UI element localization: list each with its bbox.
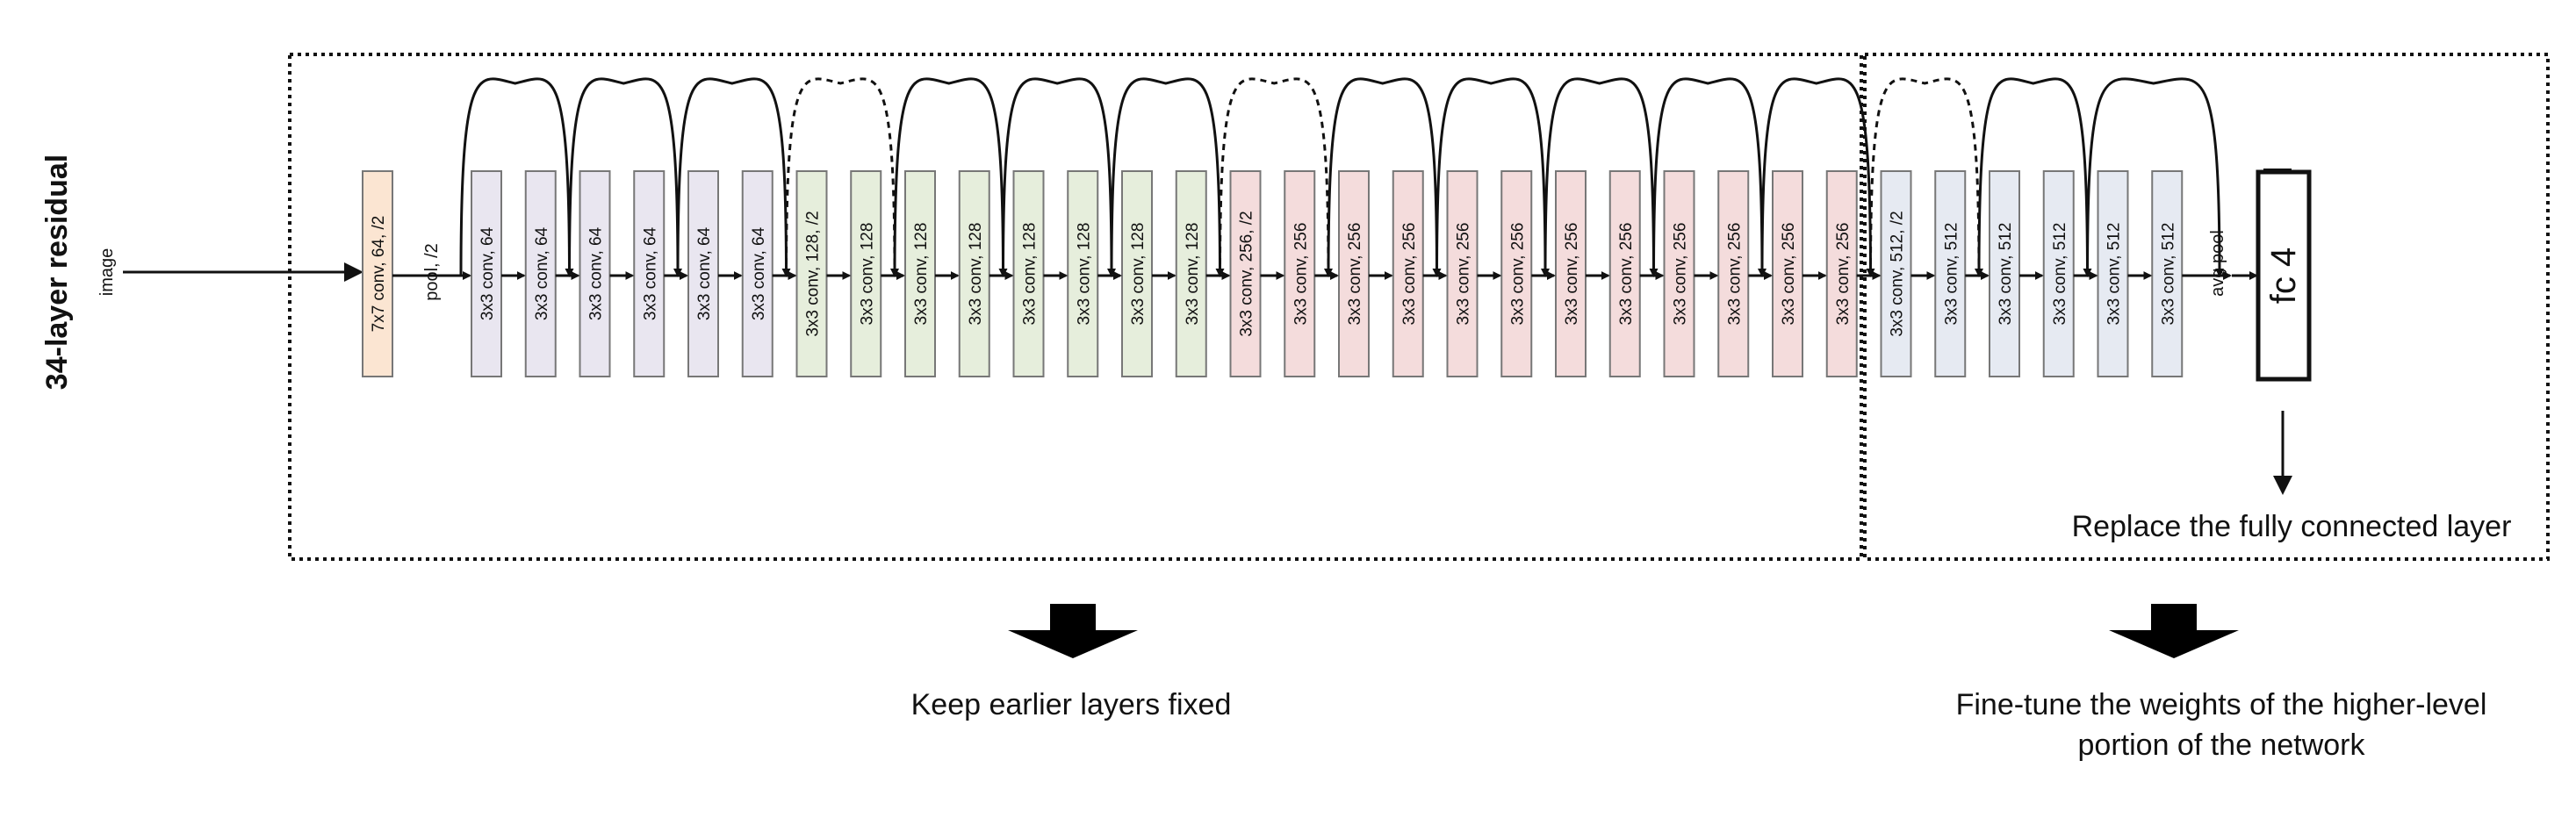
skip-connection <box>1760 77 1875 277</box>
conv-layer-box <box>362 170 393 377</box>
conv-layer-box <box>1229 170 1262 377</box>
conv-layer-box <box>1500 170 1533 377</box>
input-label: image <box>97 248 117 296</box>
conv-layer-box <box>1717 170 1750 377</box>
conv-layer-box <box>579 170 611 377</box>
conv-layer-label: 3x3 conv, 512 <box>2051 223 2069 326</box>
keep-fixed-arrow <box>1008 604 1138 658</box>
conv-layer-box <box>1067 170 1099 377</box>
skip-connection <box>1002 77 1116 277</box>
conv-layer-box <box>471 170 502 377</box>
conv-layer-label: 3x3 conv, 256 <box>1834 223 1853 326</box>
conv-layers: 7x7 conv, 64, /2 3x3 conv, 64 3x3 conv, 64… <box>362 170 2232 377</box>
skip-connections <box>459 77 2224 277</box>
skip-connection <box>1543 77 1659 277</box>
conv-layer-label: 3x3 conv, 256 <box>1672 223 1690 326</box>
replace-fc-caption: Replace the fully connected layer <box>2071 510 2512 543</box>
conv-layer-label: 3x3 conv, 256 <box>1400 223 1419 326</box>
conv-layer-box <box>1121 170 1153 377</box>
conv-layer-box <box>687 170 719 377</box>
conv-layer-label: 3x3 conv, 128 <box>1021 223 1040 326</box>
conv-layer-box <box>2151 170 2184 377</box>
conv-layer-label: 3x3 conv, 256 <box>1455 223 1473 326</box>
fc-layer-box <box>2256 169 2312 382</box>
conv-layer-box <box>1338 170 1370 377</box>
projection-skip-connection <box>785 77 899 277</box>
conv-layer-label: 3x3 conv, 256 <box>1617 223 1636 326</box>
conv-layer-label: 3x3 conv, 64 <box>587 226 606 320</box>
skip-connection <box>568 77 682 277</box>
finetune-caption: Fine-tune the weights of the higher-leve… <box>1955 688 2487 762</box>
conv-layer-box <box>1012 170 1045 377</box>
conv-layer-label: 3x3 conv, 128 <box>1184 223 1202 326</box>
conv-layer-label: 3x3 conv, 256 <box>1780 223 1798 326</box>
conv-layer-box <box>1989 170 2020 377</box>
conv-layer-label: 3x3 conv, 512 <box>1942 223 1961 326</box>
conv-layer-label: 3x3 conv, 128 <box>858 223 876 326</box>
conv-layer-box <box>2042 170 2075 377</box>
fc-layer-label: fc 4 <box>2264 248 2303 304</box>
conv-layer-box <box>1608 170 1641 377</box>
conv-layer-box <box>1446 170 1479 377</box>
conv-layer-box <box>741 170 774 377</box>
conv-layer-label: 3x3 conv, 64 <box>479 226 497 320</box>
conv-layer-label: 3x3 conv, 64 <box>695 226 714 320</box>
conv-layer-label: 3x3 conv, 128, /2 <box>804 211 823 336</box>
conv-layer-box <box>1825 170 1858 377</box>
conv-layer-label: 3x3 conv, 256 <box>1508 223 1527 326</box>
projection-skip-connection <box>1219 77 1333 277</box>
conv-layer-box <box>958 170 990 377</box>
conv-layer-label: 3x3 conv, 256 <box>1563 223 1581 326</box>
conv-layer-box <box>1284 170 1316 377</box>
conv-layer-box <box>633 170 666 377</box>
conv-layer-box <box>1392 170 1424 377</box>
keep-fixed-caption: Keep earlier layers fixed <box>910 688 1232 721</box>
conv-layer-label: 3x3 conv, 512, /2 <box>1889 211 1907 336</box>
skip-connection <box>1652 77 1767 277</box>
conv-layer-label: 3x3 conv, 64 <box>750 226 768 320</box>
conv-layer-label: 3x3 conv, 128 <box>1129 223 1148 326</box>
conv-layer-box <box>795 170 828 377</box>
conv-layer-box <box>1880 170 1912 377</box>
conv-layer-box <box>1555 170 1587 377</box>
conv-layer-box <box>524 170 557 377</box>
skip-connection <box>1110 77 1225 277</box>
avgpool-label: avg pool <box>2208 230 2227 297</box>
conv-layer-label: 3x3 conv, 128 <box>1075 223 1093 326</box>
conv-layer-box <box>850 170 882 377</box>
skip-connection <box>676 77 791 277</box>
conv-layer-label: 3x3 conv, 64 <box>641 226 659 320</box>
conv-layer-box <box>904 170 936 377</box>
conv-layer-label: 7x7 conv, 64, /2 <box>370 216 388 333</box>
conv-layer-box <box>1772 170 1803 377</box>
skip-connection <box>2086 77 2224 277</box>
conv-layer-label: 3x3 conv, 256 <box>1725 223 1744 326</box>
skip-connection <box>1327 77 1442 277</box>
conv-layer-label: 3x3 conv, 512 <box>1997 223 2015 326</box>
skip-connection <box>893 77 1008 277</box>
conv-layer-box <box>1934 170 1967 377</box>
side-label: 34-layer residual <box>40 154 74 390</box>
skip-connection <box>1977 77 2092 277</box>
conv-layer-label: 3x3 conv, 64 <box>533 226 551 320</box>
conv-layer-label: 3x3 conv, 512 <box>2105 223 2124 326</box>
pool-label: pool, /2 <box>422 243 442 301</box>
conv-layer-label: 3x3 conv, 256, /2 <box>1238 211 1256 336</box>
conv-layer-label: 3x3 conv, 256 <box>1346 223 1364 326</box>
conv-layer-box <box>2097 170 2129 377</box>
conv-layer-label: 3x3 conv, 128 <box>967 223 985 326</box>
conv-layer-label: 3x3 conv, 512 <box>2159 223 2177 326</box>
conv-layer-box <box>1175 170 1207 377</box>
skip-connection <box>1436 77 1550 277</box>
conv-layer-box <box>1663 170 1695 377</box>
conv-layer-label: 3x3 conv, 128 <box>912 223 931 326</box>
conv-layer-label: 3x3 conv, 256 <box>1292 223 1310 326</box>
finetune-layers-frame <box>1863 53 2550 561</box>
frozen-layers-frame <box>288 53 1863 561</box>
projection-skip-connection <box>1869 77 1983 277</box>
skip-connection <box>459 77 574 277</box>
finetune-arrow <box>2109 604 2239 658</box>
